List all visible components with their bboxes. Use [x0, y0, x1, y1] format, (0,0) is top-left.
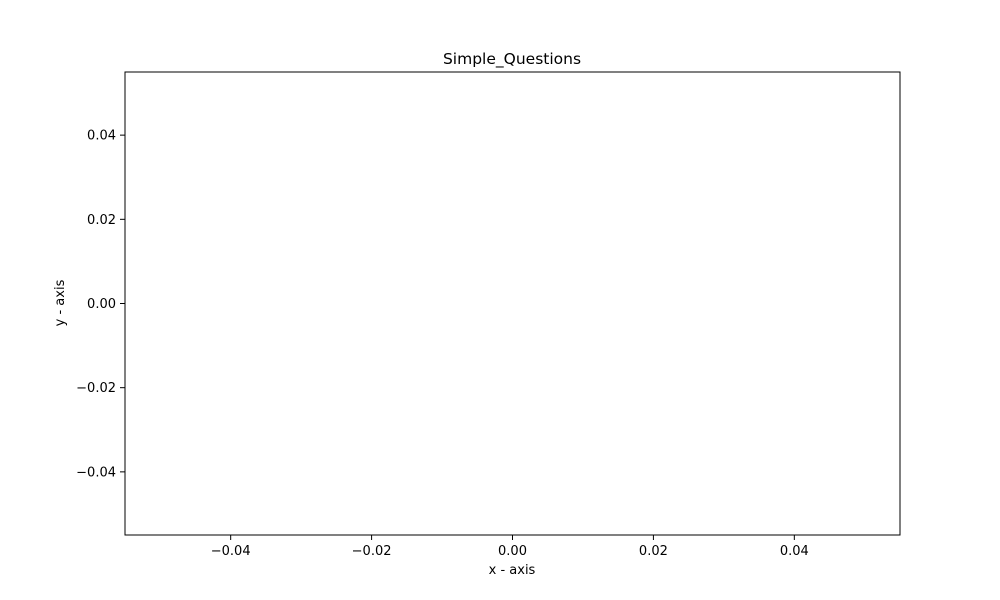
- y-tick-label: 0.02: [87, 213, 116, 228]
- y-tick-label: 0.04: [87, 129, 116, 144]
- y-axis-ticks: −0.04 −0.02 0.00 0.02 0.04: [76, 129, 125, 480]
- y-tick-label: −0.02: [76, 381, 116, 396]
- x-axis-ticks: −0.04 −0.02 0.00 0.02 0.04: [211, 535, 809, 559]
- x-tick-label: 0.00: [498, 544, 527, 559]
- x-tick-label: −0.04: [211, 544, 251, 559]
- y-tick-label: −0.04: [76, 465, 116, 480]
- x-tick-label: 0.02: [639, 544, 668, 559]
- y-tick-label: 0.00: [87, 297, 116, 312]
- x-axis-label: x - axis: [489, 563, 536, 578]
- x-tick-label: −0.02: [352, 544, 392, 559]
- y-axis-label: y - axis: [53, 279, 68, 326]
- plot-area-frame: [124, 71, 901, 536]
- chart-title: Simple_Questions: [443, 50, 581, 69]
- x-tick-label: 0.04: [780, 544, 809, 559]
